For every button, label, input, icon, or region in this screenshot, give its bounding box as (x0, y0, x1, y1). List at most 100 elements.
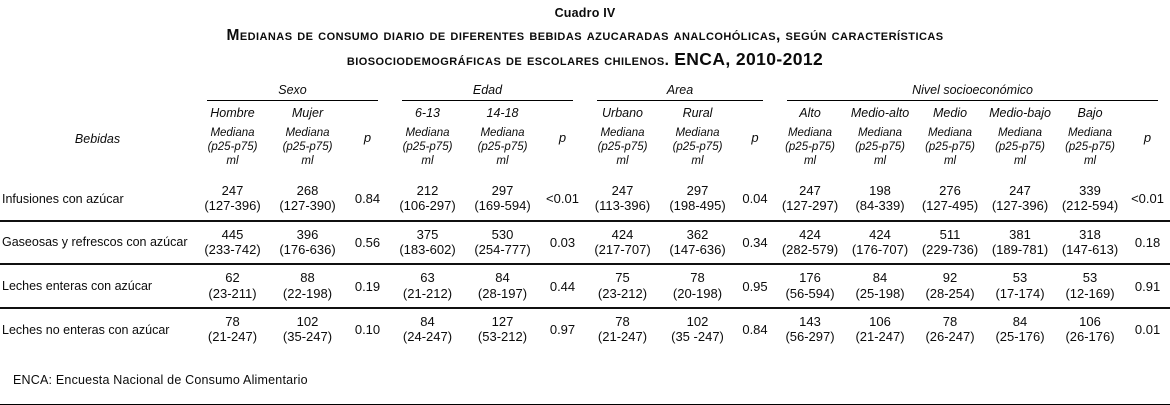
median-value: 381 (1009, 226, 1031, 242)
median-cell: 53 (12-169) (1055, 264, 1126, 309)
col-header-medio: Medio (932, 105, 968, 120)
measure-l3: ml (496, 154, 509, 167)
median-value: 212 (416, 182, 439, 198)
col-header-medio-alto: Medio-alto (850, 105, 910, 120)
row-label: Gaseosas y refrescos con azúcar (0, 220, 195, 266)
median-cell: 84 (28-197) (465, 264, 540, 309)
col-header-mujer: Mujer (291, 105, 324, 120)
median-value: 530 (491, 226, 514, 242)
iqr-value: (21-247) (207, 329, 258, 345)
measure-l3: ml (691, 154, 704, 167)
measure-l2: (p25-p75) (207, 140, 258, 153)
measure-label: Mediana (p25-p75) ml (390, 120, 465, 178)
measure-l2: (p25-p75) (785, 140, 835, 153)
median-cell: 84 (24-247) (390, 308, 465, 351)
group-header-edad: Edad (390, 81, 585, 101)
median-cell: 318 (147-613) (1055, 220, 1126, 266)
median-value: 511 (939, 226, 961, 242)
group-label-nse: Nivel socioeconómico (787, 81, 1159, 101)
row-label: Leches enteras con azúcar (0, 264, 195, 309)
p-value-cell: 0.95 (735, 264, 776, 309)
p-value-cell: 0.34 (735, 220, 776, 266)
median-value: 127 (491, 313, 514, 329)
table-row-leches-no-enteras: Leches no enteras con azúcar 78 (21-247) … (0, 308, 1170, 351)
table-title-line1: Medianas de consumo diario de diferentes… (226, 27, 944, 44)
iqr-value: (229-736) (921, 241, 979, 257)
median-value: 92 (942, 270, 958, 286)
median-value: 339 (1079, 182, 1101, 198)
iqr-value: (25-198) (855, 285, 905, 301)
median-cell: 339 (212-594) (1055, 177, 1126, 222)
measure-l1: Mediana (480, 126, 525, 139)
measure-label: Mediana (p25-p75) ml (775, 120, 845, 178)
iqr-value: (28-197) (477, 285, 528, 301)
iqr-value: (35-247) (282, 329, 333, 345)
iqr-value: (127-396) (991, 198, 1049, 214)
iqr-value: (176-636) (279, 241, 336, 257)
measure-l1: Mediana (600, 126, 645, 139)
group-label-edad: Edad (402, 81, 573, 101)
median-value: 63 (420, 270, 435, 286)
table-title-line2-text: biosociodemográficas de escolares chilen… (346, 52, 670, 70)
measure-l2: (p25-p75) (925, 140, 975, 153)
iqr-value: (127-297) (781, 198, 839, 214)
measure-l3: ml (1013, 154, 1027, 167)
median-value: 424 (799, 226, 821, 242)
p-value-cell: 0.84 (742, 322, 768, 338)
group-header-area: Area (585, 81, 775, 101)
median-cell: 88 (22-198) (270, 264, 345, 309)
column-header-row: Hombre Mujer 6-13 14-18 Urbano Rural Alt… (0, 101, 1170, 120)
iqr-value: (183-602) (399, 241, 456, 257)
p-value-cell: <0.01 (1125, 177, 1170, 222)
iqr-value: (53-212) (477, 329, 528, 345)
measure-l2: (p25-p75) (402, 140, 453, 153)
median-cell: 78 (26-247) (915, 308, 985, 351)
title-block: Cuadro IV Medianas de consumo diario de … (0, 0, 1170, 73)
median-value: 84 (495, 270, 510, 286)
median-value: 75 (615, 270, 630, 286)
measure-l3: ml (301, 154, 314, 167)
p-value-cell: 0.03 (540, 220, 585, 266)
col-header-spacer (540, 101, 585, 120)
median-cell: 268 (127-390) (270, 177, 345, 222)
median-cell: 102 (35-247) (270, 308, 345, 351)
measure-label: Mediana (p25-p75) ml (915, 120, 985, 178)
measure-l3: ml (226, 154, 239, 167)
p-value-cell: 0.04 (735, 177, 776, 222)
iqr-value: (127-396) (204, 198, 261, 214)
median-value: 84 (420, 313, 435, 329)
measure-label: Mediana (p25-p75) ml (660, 120, 735, 178)
median-value: 424 (869, 226, 891, 242)
iqr-value: (24-247) (402, 329, 453, 345)
median-cell: 381 (189-781) (985, 220, 1056, 266)
median-value: 62 (225, 270, 240, 286)
median-value: 106 (1079, 313, 1101, 329)
p-value-cell: 0.19 (345, 264, 390, 309)
iqr-value: (26-176) (1065, 329, 1115, 345)
median-cell: 92 (28-254) (915, 264, 986, 309)
col-header-6-13: 6-13 (414, 105, 441, 120)
measure-l2: (p25-p75) (282, 140, 333, 153)
measure-l3: ml (616, 154, 629, 167)
measure-l1: Mediana (927, 126, 973, 139)
iqr-value: (254-777) (474, 241, 531, 257)
iqr-value: (106-297) (399, 198, 456, 214)
median-value: 297 (491, 182, 514, 198)
table-row-infusiones: Infusiones con azúcar 247 (127-396) 268 (1… (0, 177, 1170, 222)
measure-label: Mediana (p25-p75) ml (1055, 120, 1125, 178)
median-cell: 445 (233-742) (195, 220, 270, 266)
median-cell: 127 (53-212) (465, 308, 540, 351)
median-cell: 84 (25-176) (985, 308, 1055, 351)
iqr-value: (21-212) (402, 285, 453, 301)
iqr-value: (23-211) (208, 285, 257, 301)
median-cell: 176 (56-594) (775, 264, 846, 309)
measure-l3: ml (421, 154, 434, 167)
median-cell: 78 (21-247) (585, 308, 660, 351)
median-cell: 424 (176-707) (845, 220, 916, 266)
median-value: 396 (296, 226, 319, 242)
p-value-cell: 0.10 (354, 322, 381, 338)
iqr-value: (56-594) (785, 285, 835, 301)
iqr-value: (26-247) (925, 329, 975, 345)
iqr-value: (282-579) (781, 241, 839, 257)
row-label: Leches no enteras con azúcar (2, 322, 170, 337)
